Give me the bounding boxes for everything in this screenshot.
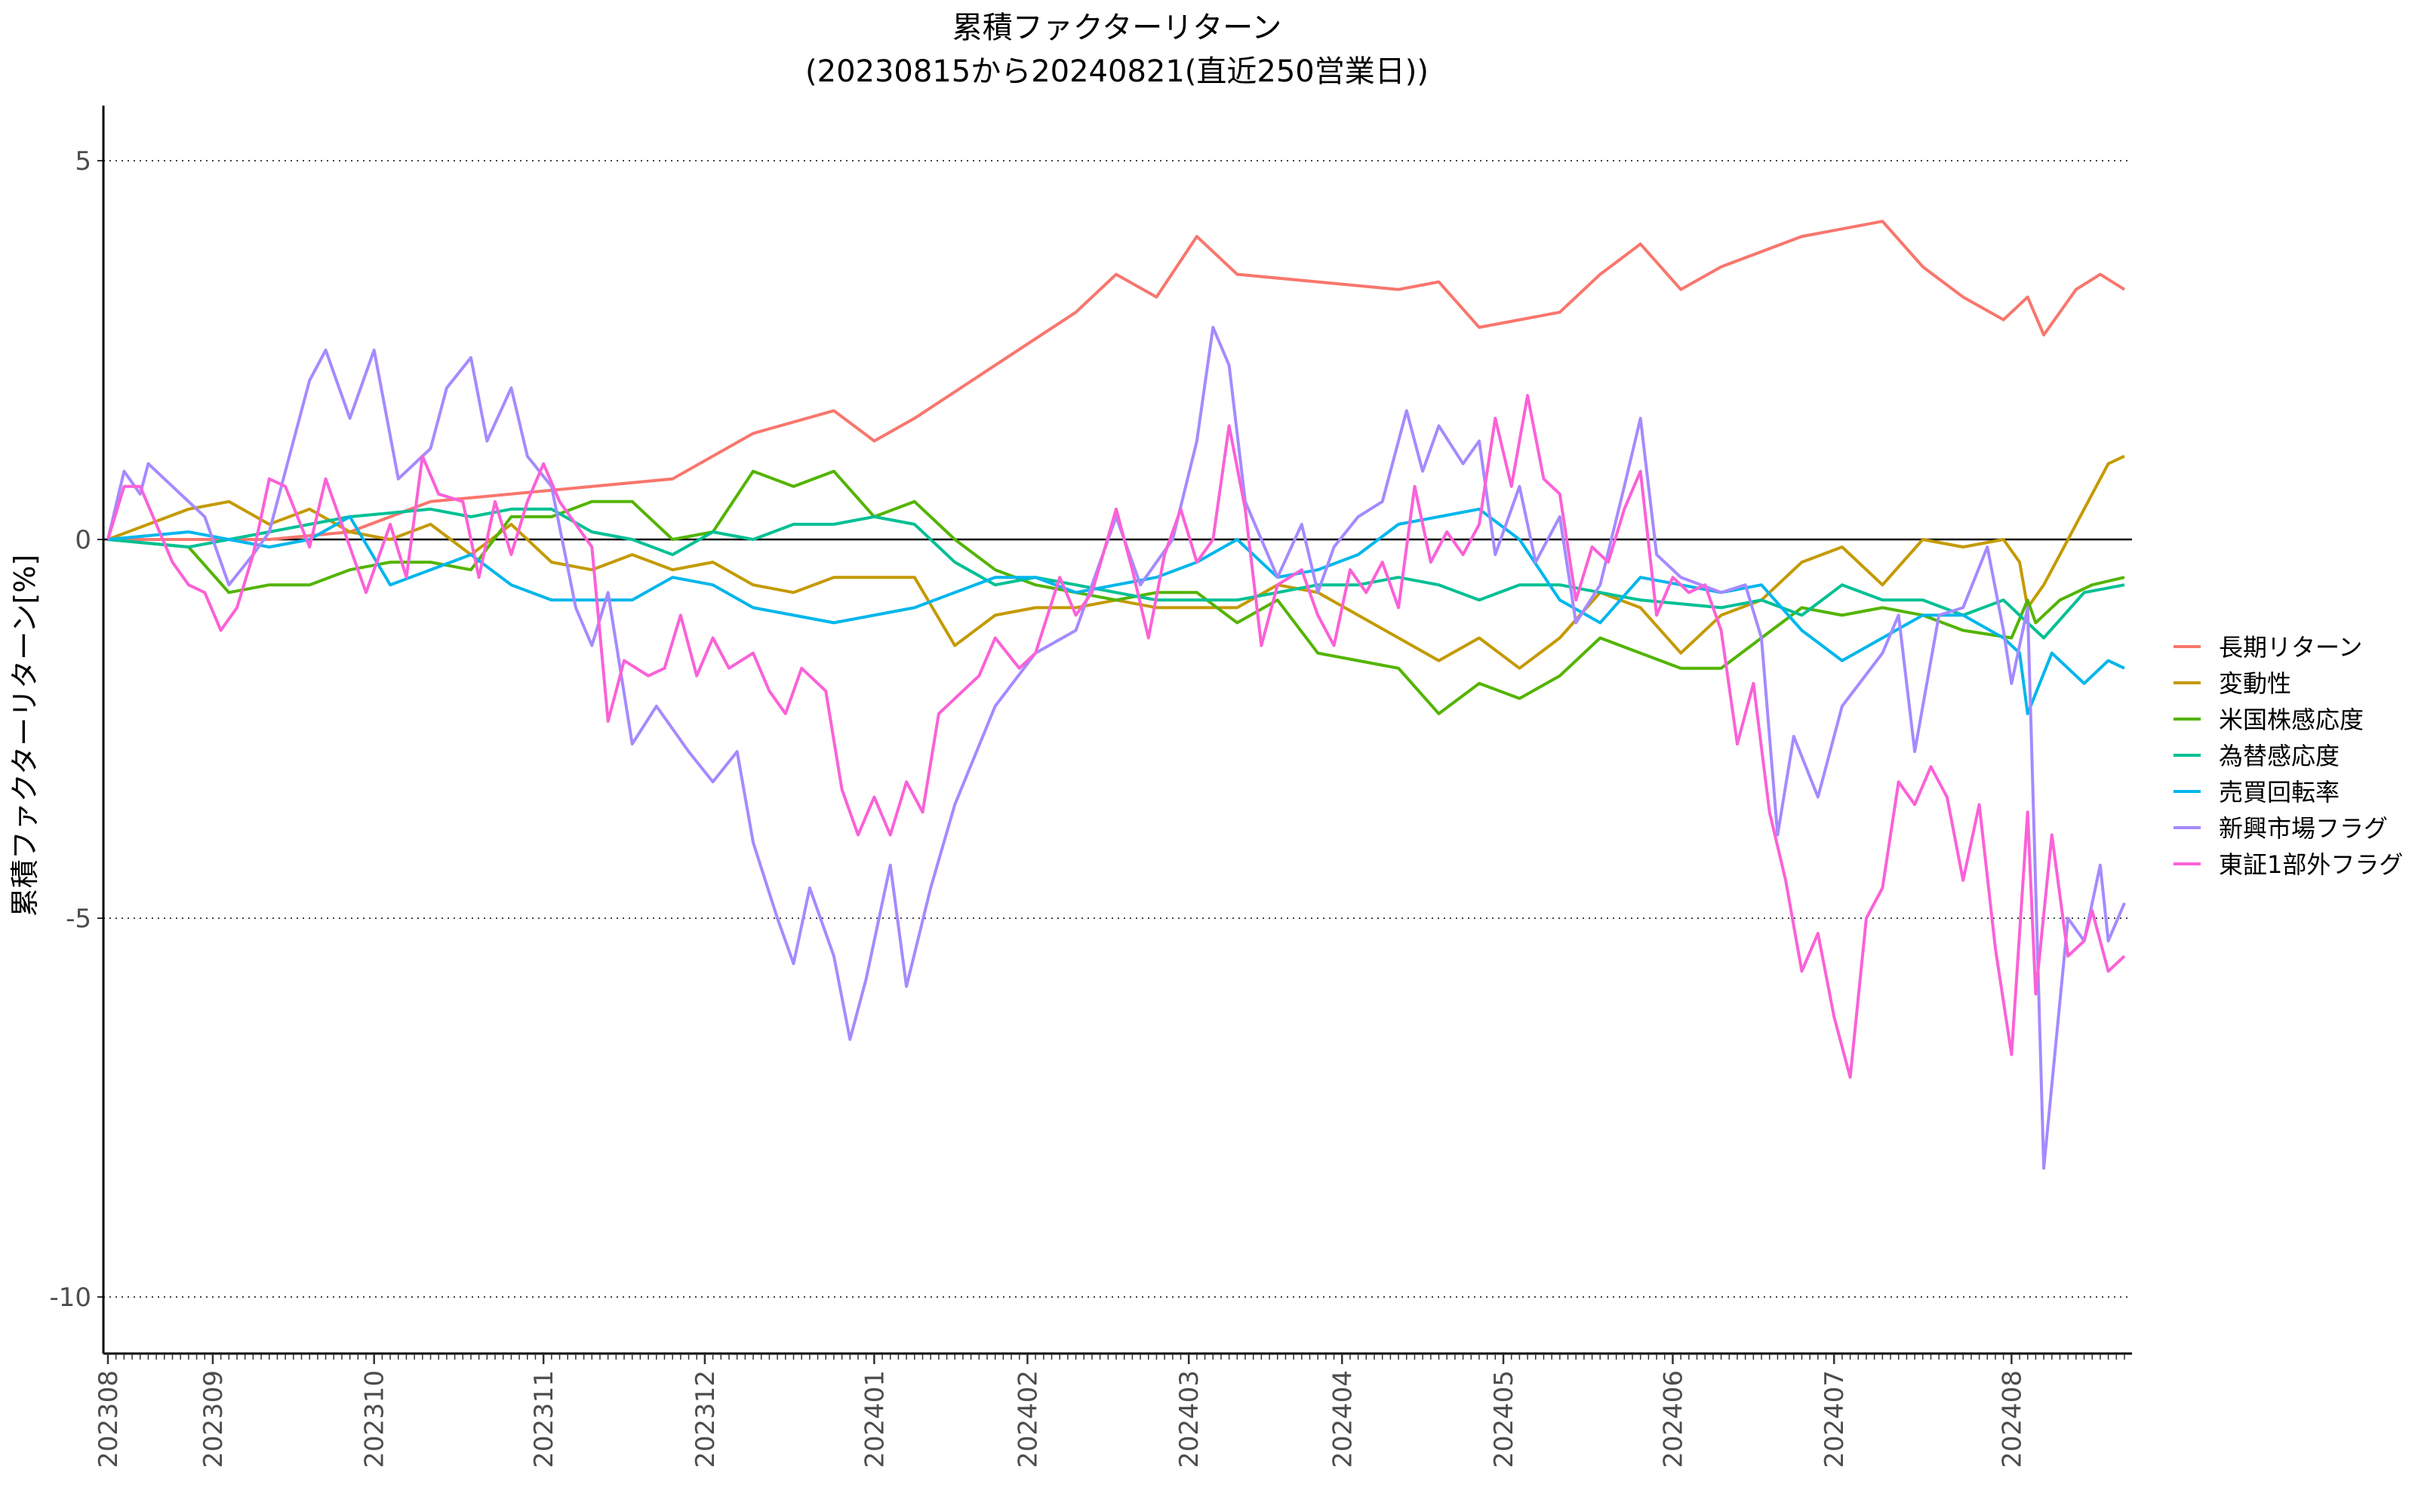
series-line-7 <box>106 394 2126 1079</box>
x-tick-label: 202312 <box>691 1370 721 1468</box>
chart-title: 累積ファクターリターン <box>952 11 1281 45</box>
gridlines <box>103 160 2132 1298</box>
x-tick-label: 202309 <box>198 1370 229 1468</box>
y-tick-label: -5 <box>66 904 91 934</box>
axes: 5 0 -5 -10 202308 202309 202310 202311 202312 202… <box>49 106 2132 1468</box>
x-tick-label: 202308 <box>94 1370 124 1468</box>
legend-label: 新興市場フラグ <box>2219 814 2388 843</box>
legend-label: 変動性 <box>2219 669 2291 698</box>
legend-label: 売買回転率 <box>2219 778 2340 807</box>
series-lines <box>106 220 2126 1170</box>
x-tick-label: 202402 <box>1013 1370 1043 1468</box>
x-tick-label: 202407 <box>1820 1370 1850 1468</box>
series-line-3 <box>107 469 2125 715</box>
series-line-6 <box>106 325 2126 1170</box>
x-tick-label: 202408 <box>1997 1370 2027 1468</box>
series-line-5 <box>107 507 2125 715</box>
y-tick-label: 5 <box>75 146 91 177</box>
y-tick-label: 0 <box>75 525 91 555</box>
series-line-4 <box>107 507 2125 640</box>
legend-label: 東証1部外フラグ <box>2219 850 2403 879</box>
legend-label: 為替感応度 <box>2219 742 2340 770</box>
x-tick-label: 202406 <box>1658 1370 1688 1468</box>
legend-label: 長期リターン <box>2219 633 2362 662</box>
y-tick-label: -10 <box>49 1283 91 1313</box>
x-tick-label: 202403 <box>1174 1370 1204 1468</box>
x-tick-label: 202311 <box>529 1370 559 1468</box>
y-axis-label: 累積ファクターリターン[%] <box>8 555 42 917</box>
x-tick-label: 202310 <box>360 1370 390 1468</box>
series-line-1 <box>108 220 2126 541</box>
x-tick-label: 202401 <box>860 1370 890 1468</box>
x-tick-label: 202404 <box>1327 1370 1358 1468</box>
chart-subtitle: (20230815から20240821(直近250営業日)) <box>805 54 1429 89</box>
x-tick-label: 202405 <box>1489 1370 1519 1468</box>
legend-label: 米国株感応度 <box>2219 705 2364 734</box>
